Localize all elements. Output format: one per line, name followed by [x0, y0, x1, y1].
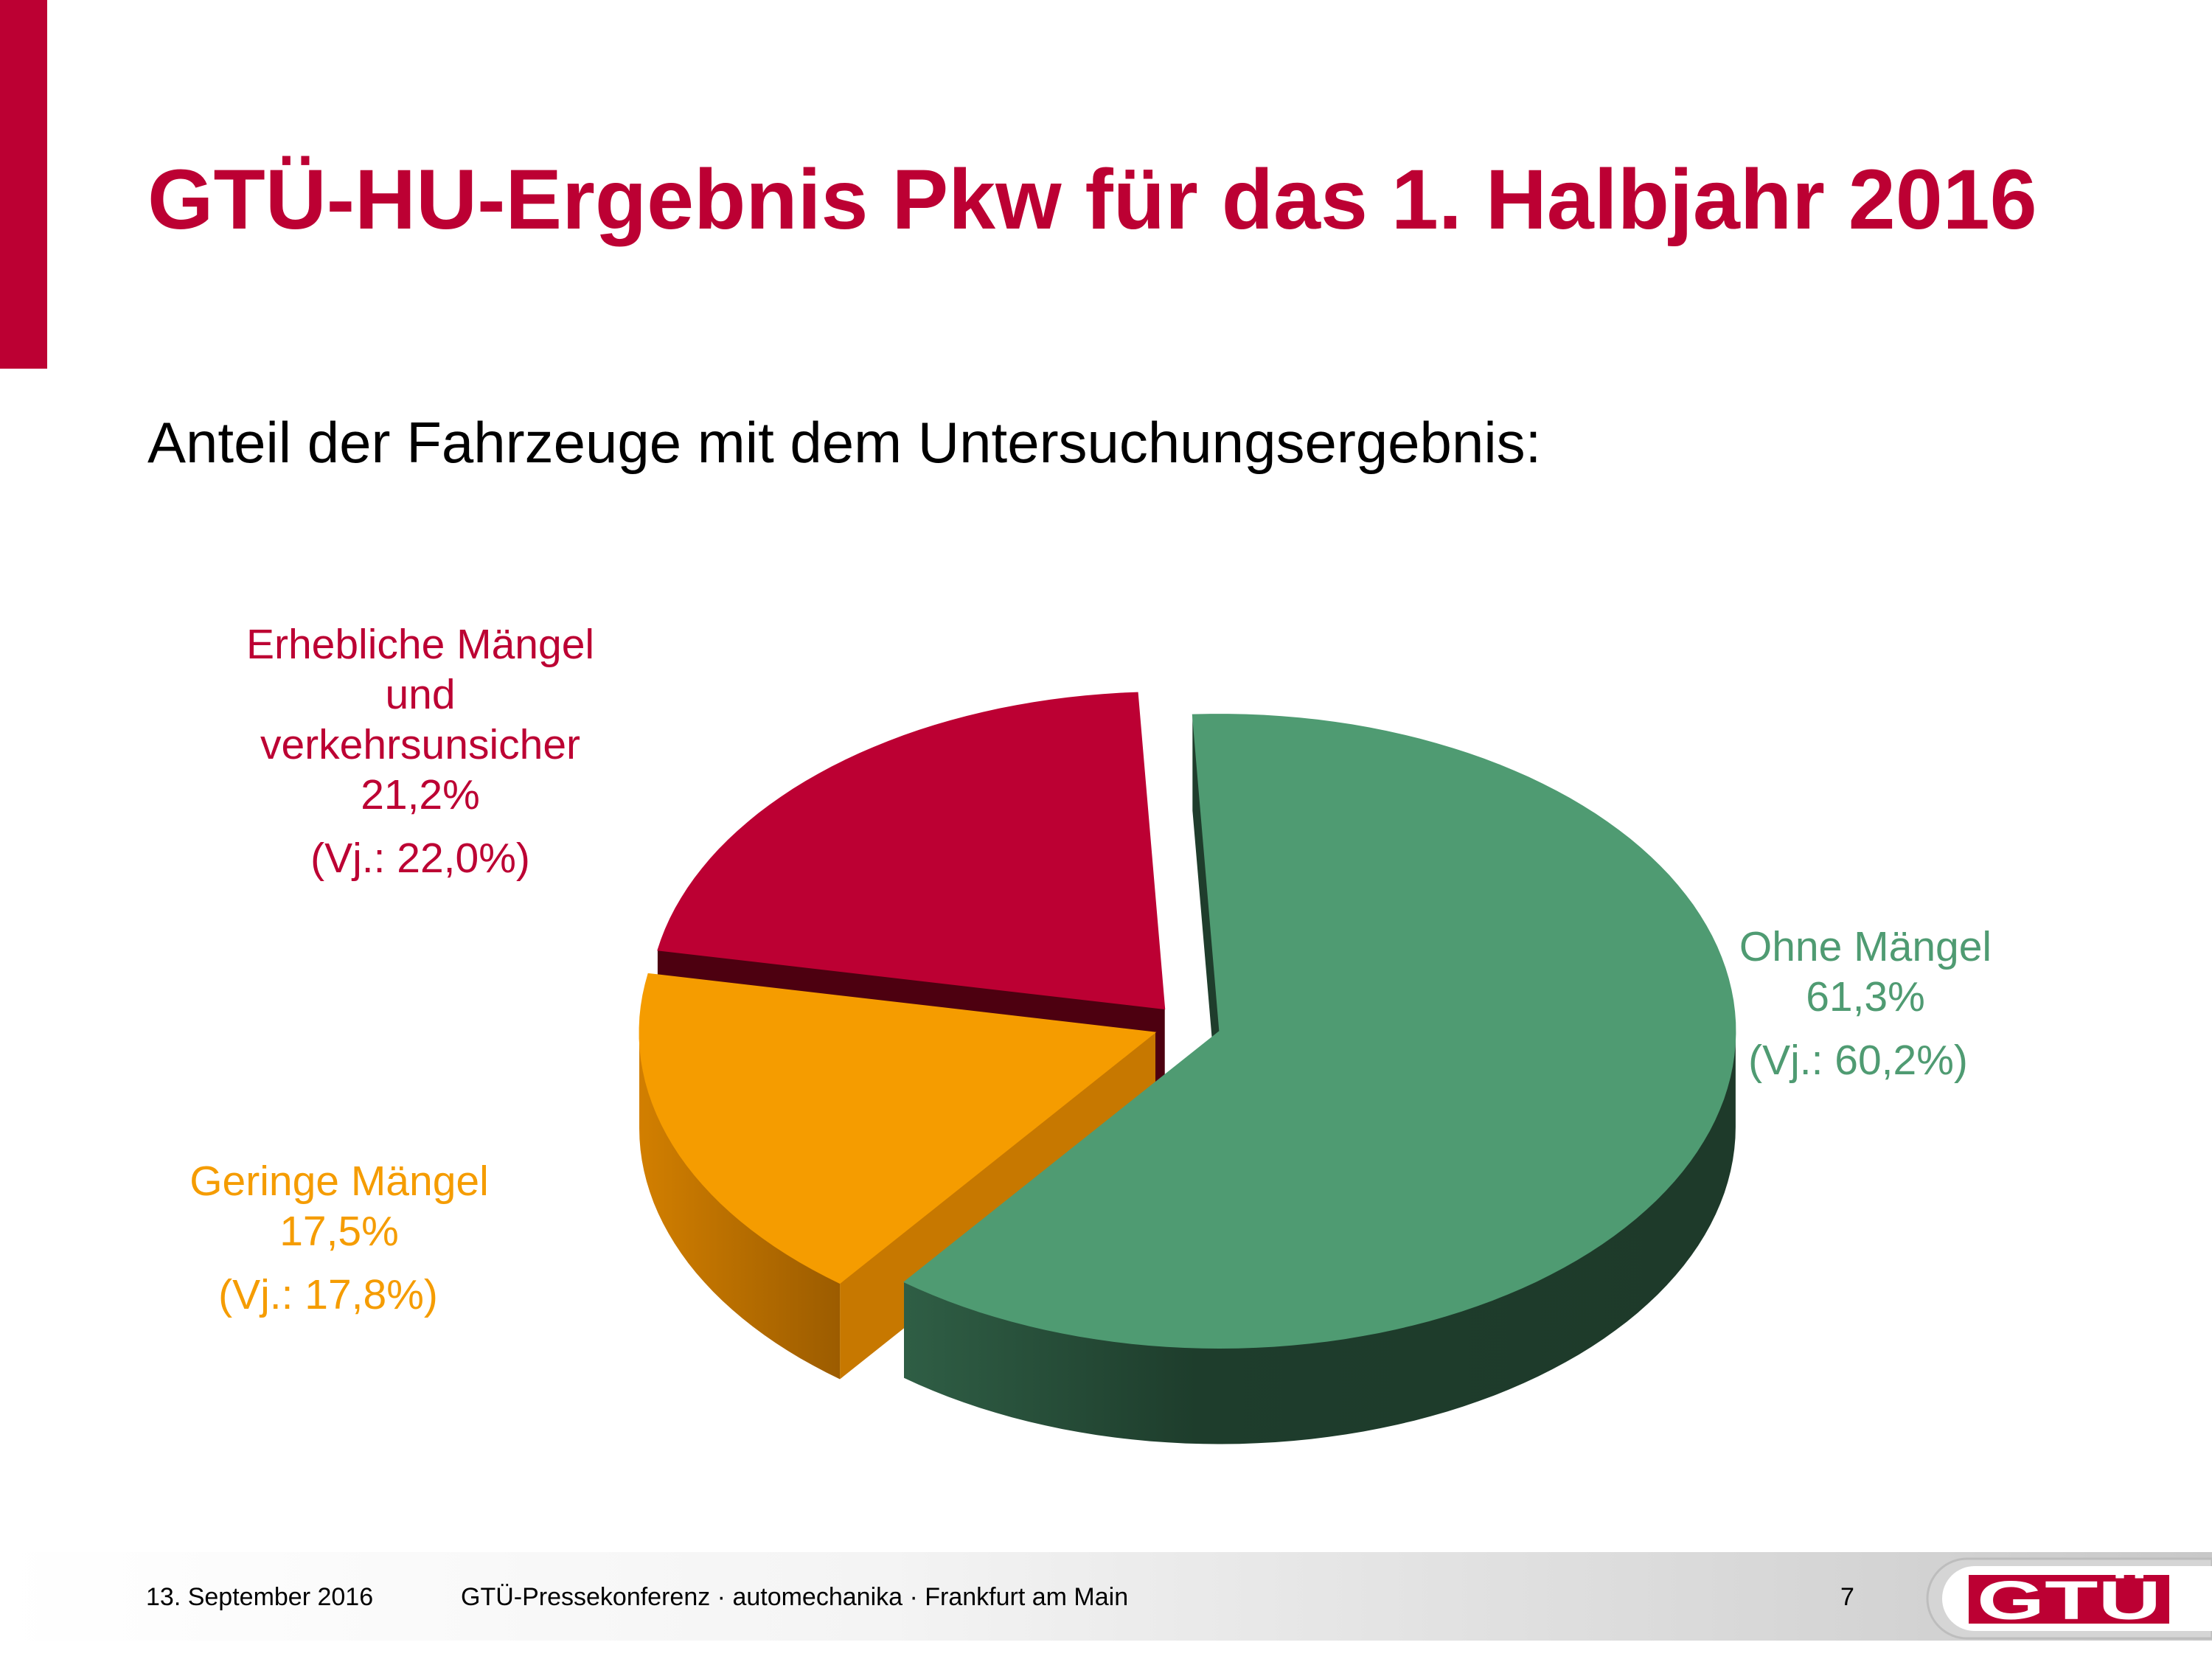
- pie-slice-geringe-maengel: [639, 973, 1157, 1284]
- slide-title: GTÜ-HU-Ergebnis Pkw für das 1. Halbjahr …: [147, 153, 2037, 247]
- slide-subtitle: Anteil der Fahrzeuge mit dem Untersuchun…: [147, 410, 1542, 475]
- label-geringe-previous-year: (Vj.: 17,8%): [218, 1271, 438, 1318]
- pie-side-ohne-maengel: [904, 1031, 1736, 1444]
- label-geringe-value: 17,5%: [279, 1208, 399, 1255]
- label-erhebliche-name-line-3: verkehrsunsicher: [260, 721, 580, 768]
- label-ohne-value: 61,3%: [1806, 973, 1925, 1020]
- footer-event: GTÜ-Pressekonferenz · automechanika · Fr…: [461, 1583, 1129, 1611]
- pie-top-faces: [639, 692, 1736, 1349]
- footer: 13. September 2016 GTÜ-Pressekonferenz ·…: [0, 1552, 2212, 1641]
- label-geringe-name: Geringe Mängel: [189, 1158, 489, 1205]
- footer-date: 13. September 2016: [146, 1583, 374, 1611]
- label-erhebliche-maengel: Erhebliche Mängel und verkehrsunsicher 2…: [229, 619, 612, 883]
- label-geringe-maengel: Geringe Mängel 17,5% (Vj.: 17,8%): [177, 1156, 501, 1320]
- label-erhebliche-value: 21,2%: [361, 771, 480, 818]
- label-erhebliche-previous-year: (Vj.: 22,0%): [310, 835, 530, 882]
- pie-slice-erhebliche-maengel: [657, 692, 1166, 1010]
- label-erhebliche-name-line-1: Erhebliche Mängel: [246, 621, 595, 668]
- pie-slice-ohne-maengel: [903, 714, 1736, 1349]
- label-ohne-maengel: Ohne Mängel 61,3% (Vj.: 60,2%): [1718, 922, 2013, 1085]
- pie-cut-ohne-maengel: [1192, 714, 1220, 1127]
- label-ohne-previous-year: (Vj.: 60,2%): [1748, 1037, 1968, 1084]
- logo-text: GTÜ: [1977, 1570, 2161, 1631]
- label-erhebliche-name-line-2: und: [385, 671, 456, 718]
- pie-side-geringe-maengel: [639, 1032, 841, 1380]
- accent-bar: [0, 0, 47, 369]
- label-ohne-name: Ohne Mängel: [1739, 923, 1992, 970]
- footer-page-number: 7: [1840, 1583, 1854, 1611]
- gtue-logo: GTÜ: [1926, 1557, 2212, 1640]
